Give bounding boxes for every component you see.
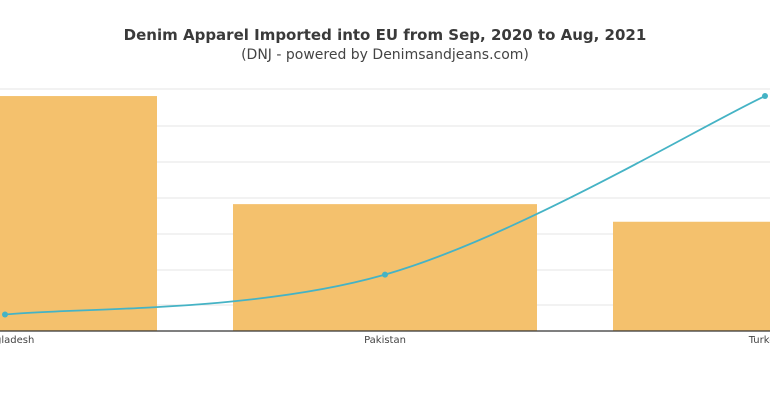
chart-title: Denim Apparel Imported into EU from Sep,… [123,26,647,44]
bar-turkey [613,221,770,331]
x-tick-label-bangladesh: Bangladesh [0,335,34,346]
line-series [2,93,768,318]
line-point-pakistan [382,271,388,278]
bar-pakistan [233,204,537,331]
x-tick-label-pakistan: Pakistan [364,335,406,346]
line-point-turkey [762,93,768,100]
line-point-bangladesh [2,311,8,318]
chart-subtitle: (DNJ - powered by Denimsandjeans.com) [241,47,529,63]
bar-series [0,96,770,331]
x-tick-labels: Bangladesh Pakistan Turkey [0,335,770,346]
bar-bangladesh [0,96,157,331]
x-tick-label-turkey: Turkey [748,335,770,346]
